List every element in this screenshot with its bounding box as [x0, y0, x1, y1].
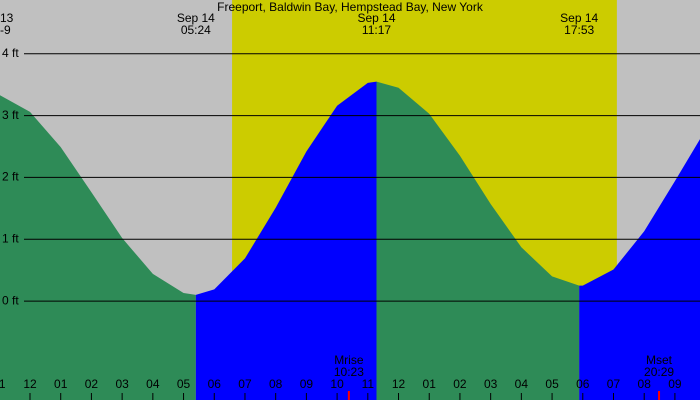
y-tick-label: 2 ft — [2, 170, 19, 184]
x-tick-label: 02 — [85, 377, 99, 391]
moon-event-label: Mset — [646, 353, 673, 367]
tide-event-date: Sep 14 — [177, 11, 215, 25]
x-tick-label: 06 — [576, 377, 590, 391]
tide-event-time: 05:24 — [181, 23, 211, 37]
y-tick-label: 3 ft — [2, 108, 19, 122]
tide-event-date: Sep 14 — [357, 11, 395, 25]
x-tick-label: 04 — [515, 377, 529, 391]
x-tick-label: 05 — [177, 377, 191, 391]
tide-event-date: Sep 14 — [560, 11, 598, 25]
x-tick-label: 09 — [668, 377, 682, 391]
x-tick-label: 07 — [238, 377, 252, 391]
y-tick-label: 4 ft — [2, 46, 19, 60]
x-tick-label: 12 — [392, 377, 406, 391]
x-tick-label: 10 — [330, 377, 344, 391]
x-tick-label: 12 — [23, 377, 37, 391]
clipped-time: -9 — [0, 23, 11, 37]
x-tick-label: 11 — [0, 377, 6, 391]
chart-title: Freeport, Baldwin Bay, Hempstead Bay, Ne… — [217, 0, 484, 14]
moon-event-time: 10:23 — [334, 365, 364, 379]
x-tick-label: 05 — [545, 377, 559, 391]
x-tick-label: 01 — [54, 377, 68, 391]
clipped-date: 13 — [0, 11, 14, 25]
tide-area — [0, 95, 196, 400]
x-tick-label: 07 — [607, 377, 621, 391]
x-tick-label: 01 — [423, 377, 437, 391]
moon-event-label: Mrise — [334, 353, 364, 367]
x-tick-label: 09 — [300, 377, 314, 391]
x-tick-label: 08 — [269, 377, 283, 391]
x-tick-label: 08 — [638, 377, 652, 391]
x-tick-label: 06 — [208, 377, 222, 391]
tide-event-time: 17:53 — [564, 23, 594, 37]
x-tick-label: 02 — [453, 377, 467, 391]
y-tick-label: 0 ft — [2, 293, 19, 307]
tide-area — [579, 139, 700, 400]
moon-event-time: 20:29 — [644, 365, 674, 379]
x-tick-label: 03 — [115, 377, 129, 391]
tide-area — [376, 81, 580, 400]
y-tick-label: 1 ft — [2, 231, 19, 245]
x-tick-label: 04 — [146, 377, 160, 391]
x-tick-label: 11 — [362, 377, 375, 391]
x-tick-label: 03 — [484, 377, 498, 391]
tide-event-time: 11:17 — [362, 23, 391, 37]
tide-area — [195, 81, 377, 400]
